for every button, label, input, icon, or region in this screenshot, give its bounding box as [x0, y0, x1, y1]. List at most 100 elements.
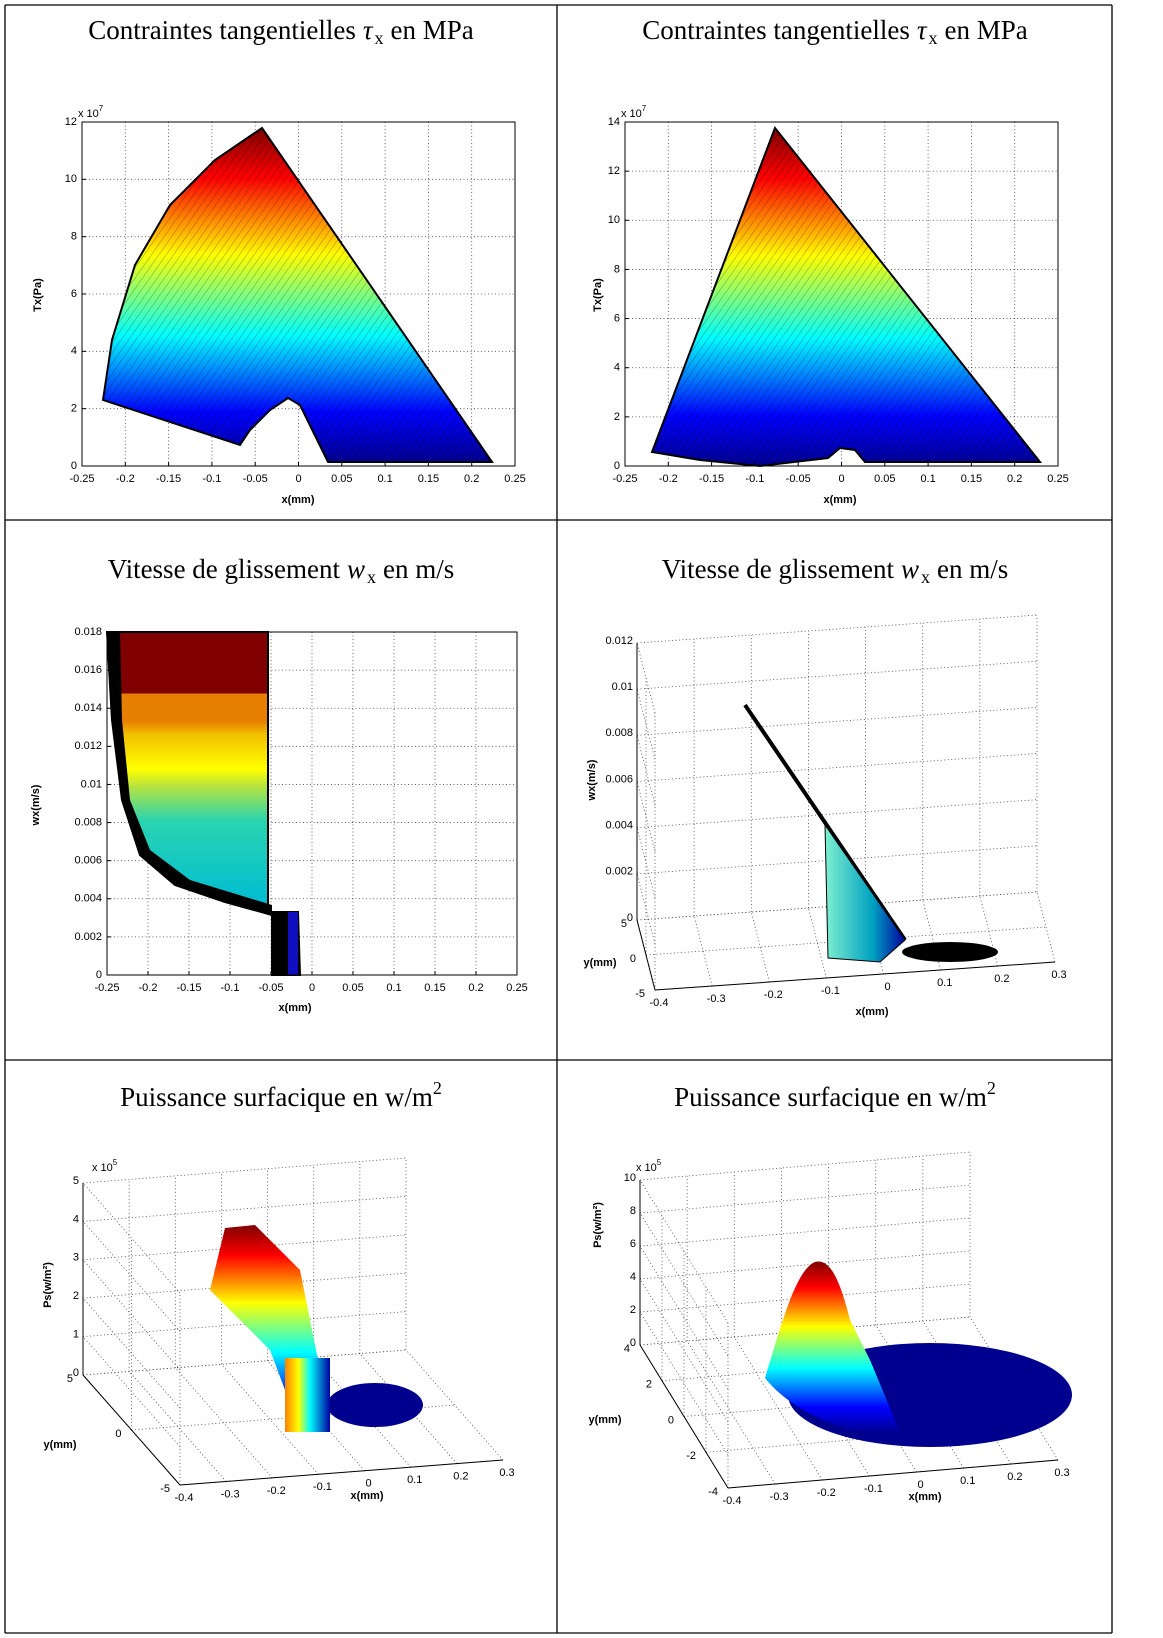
y-tick-label: 0.012 — [74, 740, 102, 752]
grid-line — [636, 660, 1038, 690]
z-tick-label: 0.01 — [612, 681, 633, 693]
x-tick-label: 0.2 — [453, 1470, 468, 1482]
x-tick-label: 0.1 — [386, 982, 401, 994]
axis-exponent: x 107 — [78, 104, 104, 120]
labels: Contraintes tangentielles τ x en MPa-0.25 -0… — [30, 15, 1070, 1507]
grid-line — [1036, 891, 1056, 963]
x-tick-label: 0.3 — [499, 1467, 514, 1479]
grid-line — [922, 899, 942, 971]
axis-label: Tx(Pa) — [592, 278, 604, 312]
x-tick-label: -0.4 — [175, 1492, 194, 1504]
title-part: Vitesse de glissement — [108, 554, 341, 584]
x-tick-label: -0.25 — [612, 473, 637, 485]
z-tick-label: 0 — [630, 1337, 636, 1349]
exponent-base: x 10 — [621, 108, 642, 120]
title-part: Vitesse de glissement — [662, 554, 895, 584]
x-tick-label: 0.1 — [920, 473, 935, 485]
y-tick-label: 4 — [71, 345, 77, 357]
axis-label: x(mm) — [823, 494, 856, 506]
x-tick-label: 0.1 — [937, 977, 952, 989]
x-tick-label: 0 — [918, 1479, 924, 1491]
z-tick-label: 0 — [73, 1367, 79, 1379]
axes-box — [81, 121, 516, 467]
grid-line — [636, 781, 656, 852]
grid-line — [636, 873, 656, 944]
x-tick-label: -0.2 — [116, 473, 135, 485]
y-tick-label: 0.004 — [74, 893, 102, 905]
y-tick-label: 0.008 — [74, 816, 102, 828]
title-part: τ — [917, 15, 928, 45]
x-tick-label: 0.2 — [1007, 1471, 1022, 1483]
surface-mesh — [103, 128, 492, 462]
x-tick-label: -0.25 — [94, 982, 119, 994]
x-tick-label: -0.05 — [786, 473, 811, 485]
x-tick-label: -0.15 — [156, 473, 181, 485]
x-tick-label: -0.1 — [221, 982, 240, 994]
x-tick-label: -0.1 — [313, 1481, 332, 1493]
grid-line — [636, 827, 656, 898]
x-tick-label: 0 — [885, 981, 891, 993]
x-tick-label: -0.2 — [817, 1487, 836, 1499]
axis-label: x(mm) — [350, 1490, 383, 1502]
y-tick-label: 14 — [608, 116, 620, 128]
y-tick-label: -2 — [686, 1450, 696, 1462]
title-part: en MPa — [391, 15, 474, 45]
y-tick-label: 2 — [71, 403, 77, 415]
y-tick-label: -5 — [635, 988, 645, 1000]
x-tick-label: 0.25 — [506, 982, 527, 994]
exponent-power: 7 — [642, 104, 647, 113]
grid-line — [808, 907, 827, 979]
axis-label: y(mm) — [583, 957, 616, 969]
x-tick-label: 0.15 — [424, 982, 445, 994]
z-tick-label: 0.006 — [605, 773, 633, 785]
grid-line — [686, 1340, 776, 1485]
y-tick-label: 0.01 — [81, 778, 102, 790]
exponent-power: 7 — [99, 104, 104, 113]
axis-line — [727, 1459, 1059, 1489]
y-tick-label: 5 — [621, 918, 627, 930]
title-part: w — [347, 554, 365, 584]
surface — [285, 1358, 330, 1432]
x-tick-label: 0 — [309, 982, 315, 994]
y-tick-label: 0 — [630, 953, 636, 965]
y-tick-label: 8 — [71, 231, 77, 243]
x-tick-label: -0.3 — [770, 1491, 789, 1503]
y-tick-label: 0.016 — [74, 664, 102, 676]
y-tick-label: 6 — [71, 288, 77, 300]
x-tick-label: 0 — [366, 1478, 372, 1490]
plot-title: Vitesse de glissement w x en m/s — [108, 554, 455, 587]
x-tick-label: -0.15 — [176, 982, 201, 994]
y-tick-label: -4 — [708, 1486, 718, 1498]
grid-line — [636, 614, 1038, 644]
z-tick-label: 0.002 — [605, 866, 633, 878]
grid-line — [82, 1221, 181, 1332]
y-tick-label: 0 — [71, 460, 77, 472]
title-part: en m/s — [383, 554, 454, 584]
z-tick-label: 0 — [627, 912, 633, 924]
y-tick-label: -5 — [160, 1483, 170, 1495]
title-part: w — [901, 554, 919, 584]
x-tick-label: -0.05 — [258, 982, 283, 994]
exponent-base: x 10 — [78, 108, 99, 120]
y-tick-label: 2 — [646, 1379, 652, 1391]
y-tick-label: 0 — [668, 1414, 674, 1426]
y-tick-label: 5 — [67, 1373, 73, 1385]
x-tick-label: 0.15 — [961, 473, 982, 485]
title-part: x — [921, 567, 930, 587]
plot-title: Contraintes tangentielles τ x en MPa — [88, 15, 474, 48]
x-tick-label: 0.3 — [1054, 1467, 1069, 1479]
grid-line — [174, 1367, 273, 1479]
title-part: x — [929, 28, 938, 48]
axis-line — [654, 961, 1056, 991]
x-tick-label: 0.1 — [407, 1474, 422, 1486]
x-tick-label: -0.1 — [864, 1483, 883, 1495]
y-tick-label: 2 — [614, 411, 620, 423]
x-tick-label: -0.05 — [243, 473, 268, 485]
x-tick-label: -0.15 — [699, 473, 724, 485]
x-tick-label: -0.2 — [139, 982, 158, 994]
surface-mesh — [652, 128, 1040, 466]
grid-line — [636, 799, 1038, 829]
x-tick-label: -0.4 — [650, 997, 669, 1009]
z-tick-label: 2 — [630, 1304, 636, 1316]
title-part: 2 — [987, 1078, 996, 1098]
